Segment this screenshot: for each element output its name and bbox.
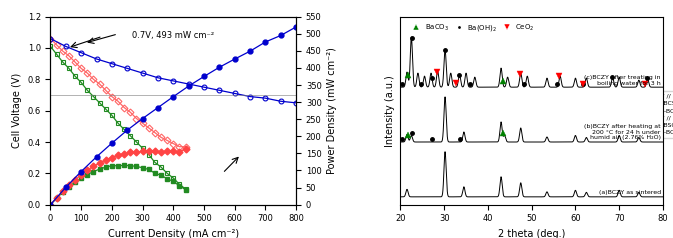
Y-axis label: Cell Voltage (V): Cell Voltage (V) [12, 73, 22, 148]
Text: (b)BCZY after heating at
200 °C for 24 h under
humid air (2.76% H₂O): (b)BCZY after heating at 200 °C for 24 h… [584, 124, 661, 140]
Text: 0.7V, 493 mW cm⁻²: 0.7V, 493 mW cm⁻² [131, 31, 213, 40]
X-axis label: Current Density (mA cm⁻²): Current Density (mA cm⁻²) [108, 229, 239, 238]
Text: (a)BCZY as sintered: (a)BCZY as sintered [598, 190, 661, 195]
Y-axis label: Intensity (a.u.): Intensity (a.u.) [385, 75, 395, 147]
Legend: Co-pressed 50μm BCY // BSCF, Sprayed 15μm BCY // BCSF, Sprayed BCZY // BSCF-BCZY: Co-pressed 50μm BCY // BSCF, Sprayed 15μ… [576, 91, 673, 138]
X-axis label: 2 theta (deg.): 2 theta (deg.) [498, 229, 565, 238]
Legend: BaCO$_3$, Ba(OH)$_2$, CeO$_2$: BaCO$_3$, Ba(OH)$_2$, CeO$_2$ [406, 20, 537, 36]
Text: (c)BCZY after treating in
boiling water for 3 h: (c)BCZY after treating in boiling water … [584, 75, 661, 86]
Y-axis label: Power Density (mW cm⁻²): Power Density (mW cm⁻²) [327, 47, 337, 174]
